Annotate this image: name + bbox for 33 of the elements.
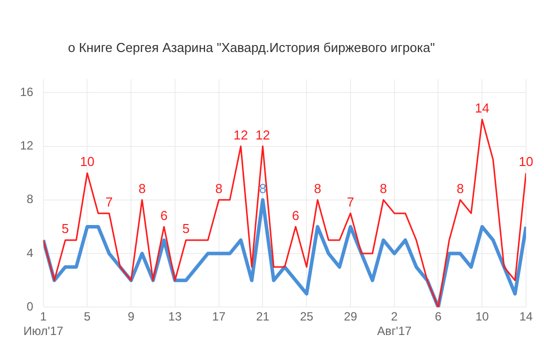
y-tick-label: 8: [26, 192, 34, 206]
data-label: 5: [182, 221, 190, 236]
data-label: 6: [292, 208, 300, 223]
chart-title: о Книге Сергея Азарина "Хавард.История биржевого игрока": [68, 40, 435, 55]
x-tick-label: 9: [128, 310, 135, 324]
data-label: 7: [346, 194, 354, 210]
data-label: 8: [215, 180, 222, 196]
data-label: 8: [380, 180, 388, 196]
data-label: 8: [456, 180, 464, 196]
data-label: 14: [474, 100, 490, 116]
x-tick-label: 6: [434, 310, 442, 324]
data-label: 12: [256, 127, 270, 142]
x-tick-label: 25: [300, 310, 314, 324]
y-tick-label: 16: [20, 84, 34, 99]
data-label: 5: [62, 221, 69, 236]
x-tick-label: 29: [344, 310, 358, 324]
x-tick-label: 5: [84, 310, 91, 324]
x-tick-label: 13: [168, 310, 182, 324]
data-label: 8: [259, 180, 266, 196]
data-label: 8: [138, 180, 146, 196]
x-tick-label: 2 Авг'17: [377, 310, 412, 338]
data-label: 7: [106, 194, 113, 210]
data-label: 6: [160, 208, 168, 223]
x-tick-label: 14: [519, 310, 533, 324]
data-label: 12: [234, 127, 248, 142]
y-tick-label: 4: [26, 246, 34, 260]
data-label: 10: [80, 154, 94, 170]
x-tick-label: 17: [212, 310, 226, 324]
x-tick-label: 21: [256, 310, 270, 324]
data-label: 8: [314, 180, 322, 196]
y-tick-label: 12: [20, 138, 34, 153]
data-label: 10: [518, 154, 534, 170]
x-tick-label: 10: [475, 310, 490, 324]
